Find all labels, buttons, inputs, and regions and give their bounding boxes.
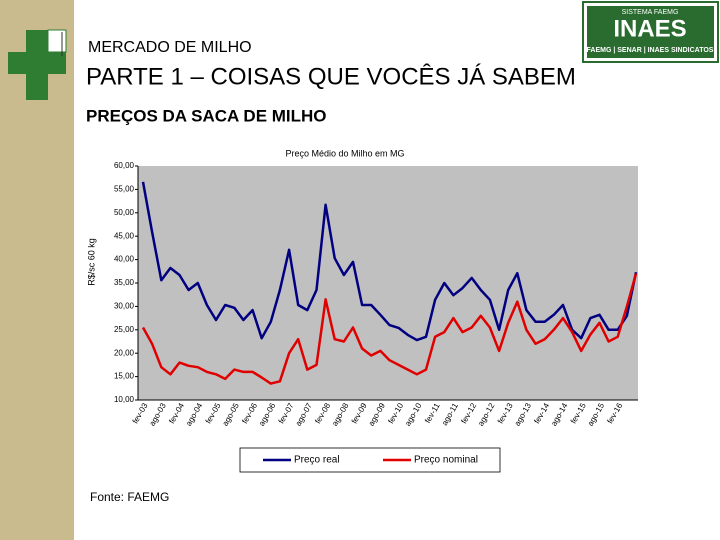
logo-shape [8,52,66,74]
series-line [141,181,638,342]
y-tick-label: 10,00 [114,395,135,404]
y-tick-label: 20,00 [114,348,135,357]
legend-label: Preço real [294,455,340,466]
y-tick-label: 55,00 [114,185,135,194]
series-line [141,273,638,385]
section-title: PREÇOS DA SACA DE MILHO [86,106,327,125]
logo-shape [47,29,67,53]
y-tick-label: 45,00 [114,231,135,240]
kicker: MERCADO DE MILHO [88,39,252,56]
y-tick-label: 60,00 [114,161,135,170]
legend-box [239,447,501,473]
source: Fonte: FAEMG [90,490,169,504]
logo-text: SISTEMA FAEMG [622,9,679,16]
logo-text: FAEMG | SENAR | INAES SINDICATOS [587,47,714,54]
legend-label: Preço nominal [414,455,478,466]
y-tick-label: 50,00 [114,208,135,217]
y-tick-label: 40,00 [114,255,135,264]
logo-bg [587,6,714,58]
inaes-logo: SISTEMA FAEMG INAES FAEMG | SENAR | INAE… [582,1,719,63]
logo-text: INAES [613,15,686,42]
y-tick-label: 25,00 [114,325,135,334]
y-tick-label: 15,00 [114,372,135,381]
heading: PARTE 1 – COISAS QUE VOCÊS JÁ SABEM [86,63,576,90]
y-tick-label: 30,00 [114,302,135,311]
y-axis-label: R$/sc 60 kg [86,238,96,286]
plot-area [138,166,638,400]
y-tick-label: 35,00 [114,278,135,287]
chart-title: Preço Médio do Milho em MG [285,148,404,158]
